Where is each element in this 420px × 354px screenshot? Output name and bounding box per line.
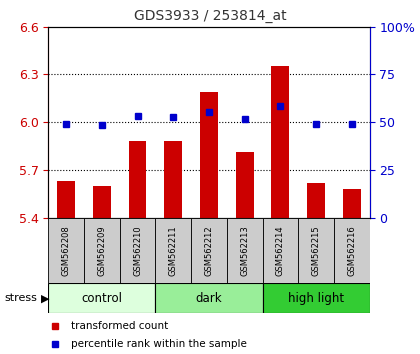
Bar [262,283,370,313]
Text: GSM562208: GSM562208 [62,225,71,276]
Bar [334,218,370,283]
Text: transformed count: transformed count [71,321,168,331]
Bar [227,218,262,283]
Bar [120,218,155,283]
Bar [93,186,111,218]
Bar [155,218,191,283]
Bar [57,181,75,218]
Text: stress: stress [4,293,37,303]
Bar [48,218,84,283]
Text: control: control [81,292,122,305]
Bar [129,141,147,218]
Text: dark: dark [196,292,222,305]
Bar [271,66,289,218]
Text: GSM562210: GSM562210 [133,225,142,276]
Bar [164,141,182,218]
Text: ▶: ▶ [41,293,50,303]
Text: GDS3933 / 253814_at: GDS3933 / 253814_at [134,9,286,23]
Bar [191,218,227,283]
Bar [262,218,298,283]
Bar [343,189,361,218]
Bar [48,283,155,313]
Text: GSM562209: GSM562209 [97,225,106,276]
Bar [307,183,325,218]
Text: GSM562215: GSM562215 [312,225,320,276]
Text: GSM562212: GSM562212 [205,225,213,276]
Text: GSM562211: GSM562211 [169,225,178,276]
Text: percentile rank within the sample: percentile rank within the sample [71,339,247,349]
Bar [200,92,218,218]
Bar [298,218,334,283]
Bar [236,152,254,218]
Text: GSM562214: GSM562214 [276,225,285,276]
Bar [84,218,120,283]
Bar [155,283,262,313]
Text: GSM562213: GSM562213 [240,225,249,276]
Text: high light: high light [288,292,344,305]
Text: GSM562216: GSM562216 [347,225,356,276]
